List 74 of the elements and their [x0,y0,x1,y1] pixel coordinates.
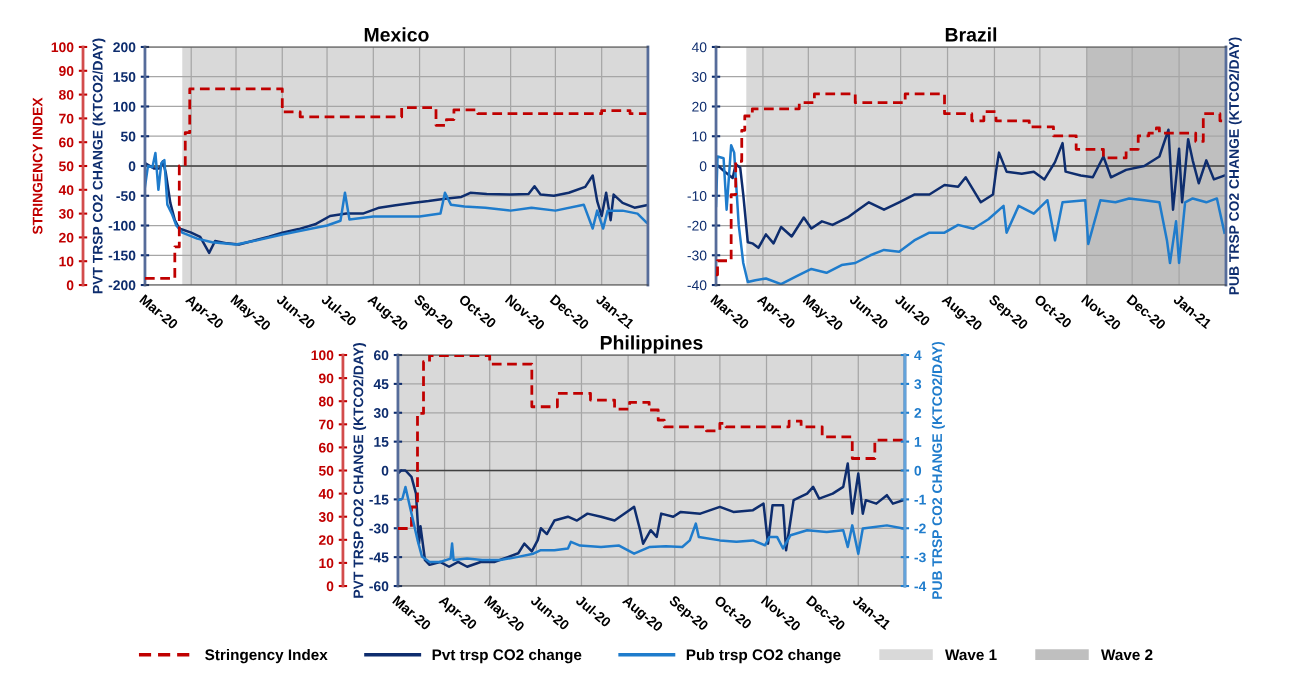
y2-tick-label: 0 [128,161,136,172]
y2-tick-label: 50 [120,131,136,142]
y2-tick-label: 20 [692,101,707,112]
y-tick-label: 10 [319,558,334,569]
y2-tick-label: 45 [373,379,389,390]
y-tick-label: 90 [318,373,334,384]
y3-tick-label: -1 [914,494,926,505]
chart-title: Brazil [945,27,997,42]
chart-title: Philippines [600,335,703,354]
y3-tick-label: 2 [914,408,922,418]
legend-label: Wave 1 [945,649,997,661]
y3-tick-label: -3 [914,552,926,563]
y-tick-label: 70 [319,419,334,430]
y-tick-label: 80 [58,89,74,100]
legend-label: Pub trsp CO2 change [686,648,841,664]
y2-tick-label: 0 [381,465,389,476]
y-tick-label: 40 [318,488,334,499]
y2-tick-label: -40 [687,280,707,291]
line-series [144,151,648,246]
legend-label: Pvt trsp CO2 change [432,648,582,664]
y2-tick-label: 0 [699,161,707,172]
y2-tick-label: -100 [108,220,136,231]
y2-tick-label: 100 [113,101,136,112]
y3-tick-label: 0 [914,465,922,476]
y3-tick-label: 4 [914,350,922,361]
y2-tick-label: 30 [373,408,389,418]
y2-tick-label: -50 [116,191,136,201]
y2-tick-label: 150 [113,72,136,82]
y3-tick-label: -2 [914,523,926,534]
y2-tick-label: 15 [374,437,389,447]
y-tick-label: 70 [59,113,74,124]
y-tick-label: 50 [318,465,334,476]
y-tick-label: 50 [58,161,74,172]
y-tick-label: 30 [58,208,74,219]
y2-tick-label: 30 [692,72,707,82]
y3-tick-label: -4 [914,581,927,592]
line-series [716,143,1226,286]
y-tick-label: 60 [318,442,334,453]
y2-tick-label: -60 [369,581,389,592]
y-tick-label: 10 [59,256,74,267]
y2-tick-label: 60 [373,350,389,361]
y2-axis-title: PVT TRSP CO2 CHANGE (KTCO2/DAY) [353,343,367,598]
y-tick-label: 0 [66,280,74,291]
y2-tick-label: 40 [691,42,707,53]
y-tick-label: 20 [318,535,334,545]
y2-tick-label: -10 [687,191,707,201]
legend-label: Stringency Index [205,648,328,664]
y-axis-title: STRINGENCY INDEX [32,97,43,235]
y2-tick-label: -200 [108,280,136,291]
y2-tick-label: -30 [369,523,389,534]
y3-axis-title: PUB TRSP CO2 CHANGE (KTCO2/DAY) [931,341,945,599]
y2-tick-label: 200 [113,42,136,53]
legend-label: Wave 2 [1100,649,1153,661]
y2-tick-label: -150 [108,250,136,261]
y-tick-label: 100 [51,42,74,53]
y2-tick-label: -15 [369,494,389,505]
y-tick-label: 20 [59,232,74,243]
chart-title: Mexico [364,27,429,42]
y2-axis-title: PVT TRSP CO2 CHANGE (KTCO2/DAY) [92,38,106,294]
y2-tick-label: -20 [687,220,707,231]
y3-tick-label: 3 [914,379,922,390]
y-tick-label: 90 [59,66,74,76]
y2-tick-label: -30 [687,250,707,261]
y2-axis-title: PUB TRSP CO2 CHANGE (KTCO2/DAY) [1228,37,1242,295]
y-tick-label: 0 [326,581,334,592]
y2-tick-label: -45 [369,552,389,563]
y3-tick-label: 1 [914,437,922,447]
y2-tick-label: 10 [692,131,707,142]
y-tick-label: 60 [59,137,74,148]
y-tick-label: 40 [58,185,74,195]
line-series [716,128,1226,250]
y-tick-label: 30 [318,512,334,522]
y-tick-label: 100 [311,350,334,361]
y-tick-label: 80 [318,396,334,407]
